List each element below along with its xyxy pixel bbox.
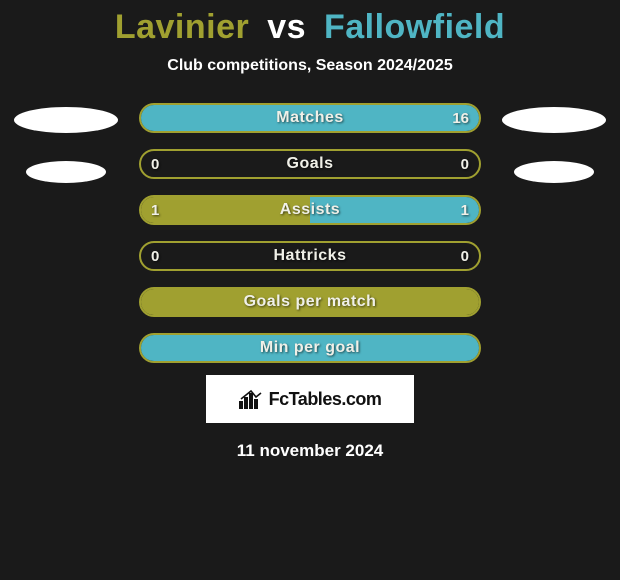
- stat-row: 1 Assists 1: [139, 195, 481, 225]
- stat-label: Goals per match: [244, 293, 377, 311]
- page-title: Lavinier vs Fallowfield: [115, 8, 505, 47]
- fctables-icon: [239, 389, 263, 409]
- stats-area: Matches 16 0 Goals 0 1 Assists 1 0 Hattricks 0 Goal…: [0, 103, 620, 363]
- stat-row: Matches 16: [139, 103, 481, 133]
- player1-avatar-placeholder: [14, 107, 118, 133]
- stat-value-left: 1: [151, 202, 159, 219]
- stat-row: Goals per match: [139, 287, 481, 317]
- player1-name: Lavinier: [115, 8, 249, 46]
- player1-team-placeholder: [26, 161, 106, 183]
- stat-label: Min per goal: [260, 339, 360, 357]
- stat-label: Hattricks: [274, 247, 347, 265]
- logo-text: FcTables.com: [269, 389, 382, 410]
- stat-bars: Matches 16 0 Goals 0 1 Assists 1 0 Hattricks 0 Goal…: [139, 103, 481, 363]
- stat-row: 0 Hattricks 0: [139, 241, 481, 271]
- stat-row: 0 Goals 0: [139, 149, 481, 179]
- stat-value-right: 0: [461, 156, 469, 173]
- logo-box: FcTables.com: [206, 375, 414, 423]
- left-avatar-col: [11, 103, 121, 183]
- stat-value-right: 16: [452, 110, 469, 127]
- stat-label: Assists: [280, 201, 340, 219]
- stat-value-left: 0: [151, 248, 159, 265]
- date-text: 11 november 2024: [237, 441, 383, 461]
- player2-team-placeholder: [514, 161, 594, 183]
- right-avatar-col: [499, 103, 609, 183]
- stat-label: Goals: [287, 155, 334, 173]
- vs-text: vs: [267, 8, 306, 46]
- stat-value-right: 0: [461, 248, 469, 265]
- stat-label: Matches: [276, 109, 344, 127]
- stat-value-left: 0: [151, 156, 159, 173]
- player2-name: Fallowfield: [324, 8, 505, 46]
- stat-row: Min per goal: [139, 333, 481, 363]
- subtitle: Club competitions, Season 2024/2025: [167, 57, 452, 75]
- player2-avatar-placeholder: [502, 107, 606, 133]
- comparison-card: Lavinier vs Fallowfield Club competition…: [0, 0, 620, 461]
- stat-value-right: 1: [461, 202, 469, 219]
